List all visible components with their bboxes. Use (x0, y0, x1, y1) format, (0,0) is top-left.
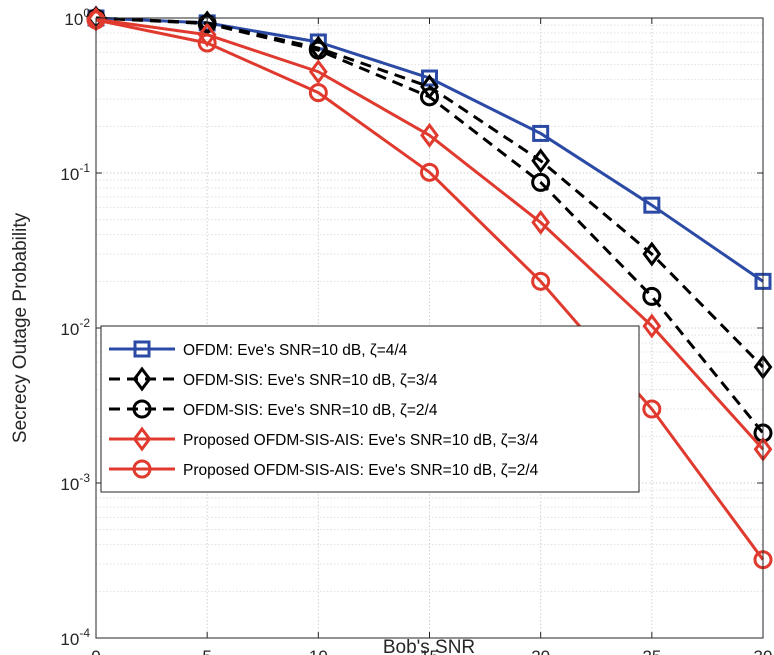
data-point (308, 83, 328, 103)
data-point (420, 162, 439, 182)
legend-entry: OFDM: Eve's SNR=10 dB, ζ=4/4 (109, 340, 408, 359)
data-point (642, 313, 662, 339)
legend-marker (132, 459, 152, 479)
y-tick-label: 10-3 (60, 471, 90, 494)
y-tick-base: 10 (60, 630, 79, 649)
x-tick-label: 15 (420, 647, 439, 655)
legend-entry: OFDM-SIS: Eve's SNR=10 dB, ζ=3/4 (109, 366, 438, 392)
legend-box (100, 325, 640, 493)
legend-entry: Proposed OFDM-SIS-AIS: Eve's SNR=10 dB, … (109, 426, 539, 452)
legend-label: Proposed OFDM-SIS-AIS: Eve's SNR=10 dB, … (183, 462, 539, 479)
data-point (421, 69, 438, 87)
x-tick-labels: 0 5 10 15 20 25 30 (91, 647, 772, 655)
x-tick-label: 30 (754, 647, 773, 655)
legend-label: OFDM-SIS: Eve's SNR=10 dB, ζ=2/4 (183, 402, 438, 419)
data-point (531, 271, 551, 291)
data-point (420, 87, 439, 107)
data-point (197, 14, 217, 34)
data-point (532, 124, 550, 142)
y-tick-label: 100 (64, 6, 90, 29)
data-point (531, 172, 551, 192)
data-point (642, 286, 662, 306)
x-tick-label: 20 (531, 647, 550, 655)
data-point (420, 122, 439, 148)
y-tick-base: 10 (60, 475, 79, 494)
data-point (197, 33, 217, 53)
legend: OFDM: Eve's SNR=10 dB, ζ=4/4 OFDM-SIS: Ev… (100, 325, 640, 493)
y-tick-base: 10 (60, 165, 79, 184)
x-tick-label: 25 (642, 647, 661, 655)
legend-marker (132, 366, 152, 392)
legend-entry: OFDM-SIS: Eve's SNR=10 dB, ζ=2/4 (109, 399, 438, 419)
x-tick-label: 10 (309, 647, 328, 655)
y-tick-base: 10 (60, 320, 79, 339)
data-point (531, 148, 551, 174)
legend-marker (132, 426, 152, 452)
legend-marker (133, 340, 151, 358)
data-point (308, 40, 328, 60)
legend-label: OFDM-SIS: Eve's SNR=10 dB, ζ=3/4 (183, 372, 438, 389)
y-tick-label: 10-2 (60, 316, 90, 339)
x-tick-label: 5 (202, 647, 211, 655)
legend-label: OFDM: Eve's SNR=10 dB, ζ=4/4 (183, 342, 408, 359)
y-tick-exponent: -1 (79, 161, 90, 175)
legend-marker (132, 399, 152, 419)
y-tick-exponent: 0 (83, 6, 90, 20)
data-point (642, 241, 662, 267)
y-tick-base: 10 (64, 10, 83, 29)
data-point (531, 209, 551, 235)
legend-label: Proposed OFDM-SIS-AIS: Eve's SNR=10 dB, … (183, 432, 539, 449)
series-line (95, 18, 765, 561)
data-point (308, 59, 328, 85)
data-point (197, 22, 217, 48)
y-tick-exponent: -4 (79, 626, 90, 640)
axis-ticks (95, 17, 764, 639)
y-tick-label: 10-1 (60, 161, 90, 184)
y-tick-exponent: -3 (79, 471, 90, 485)
legend-entry: Proposed OFDM-SIS-AIS: Eve's SNR=10 dB, … (109, 459, 539, 479)
x-tick-label: 0 (91, 647, 100, 655)
y-tick-label: 10-4 (60, 626, 90, 649)
y-axis-label: Secrecy Outage Probability (10, 212, 31, 443)
x-axis-label: Bob's SNR (383, 637, 475, 655)
data-point (642, 399, 662, 419)
y-tick-exponent: -2 (79, 316, 90, 330)
data-point (643, 196, 661, 214)
